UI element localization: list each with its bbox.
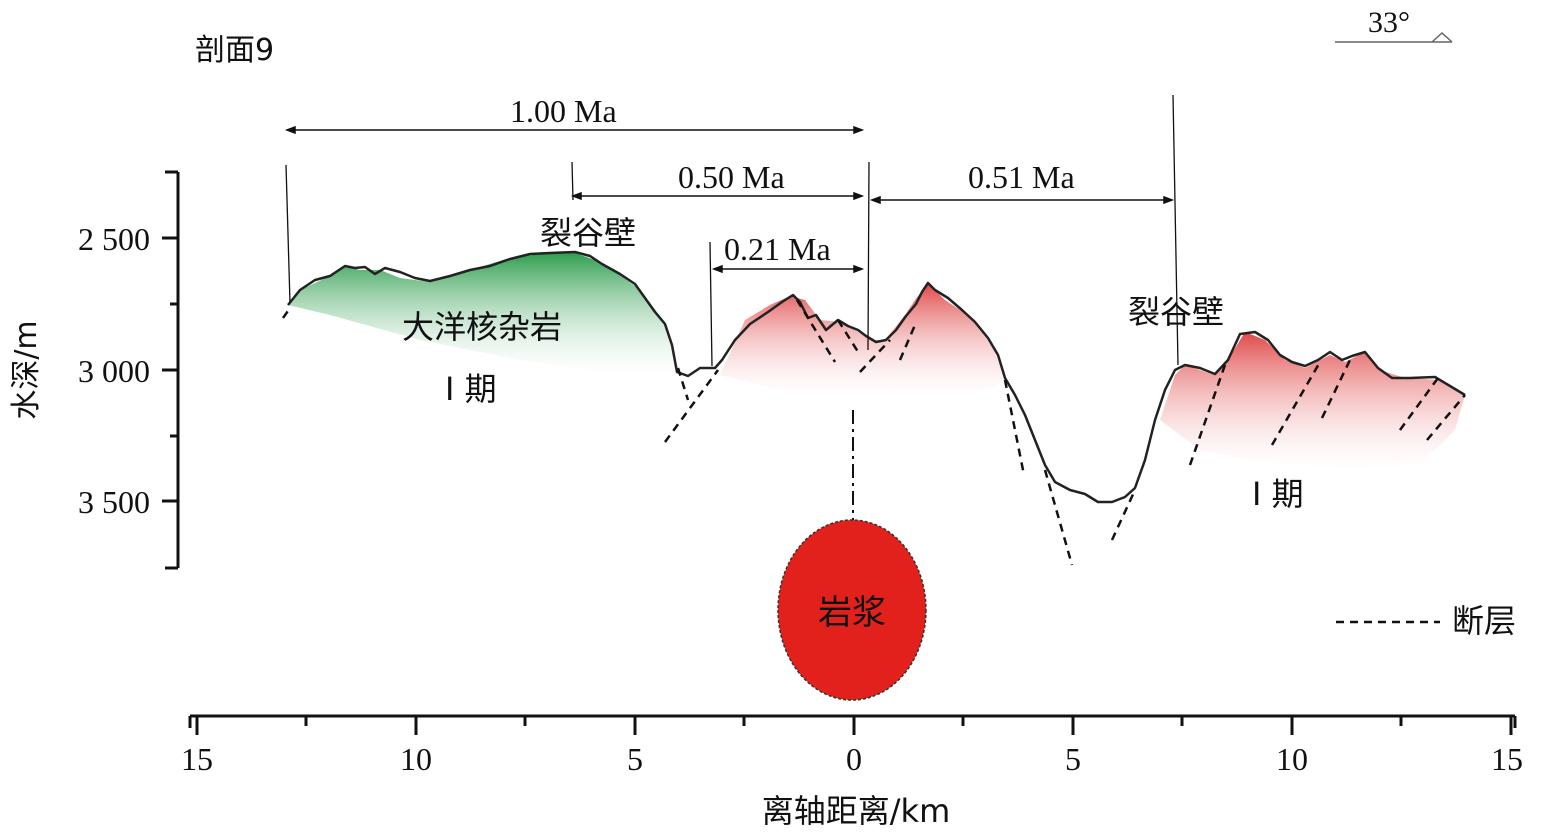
axial-volcanic-red-area	[720, 283, 1005, 397]
age-reference-lines	[285, 94, 1179, 367]
y-tick-3500: 3 500	[78, 484, 150, 520]
legend-fault-label: 断层	[1452, 602, 1516, 640]
phase-label-left: I 期	[445, 370, 497, 408]
core-complex-green-area	[288, 253, 680, 375]
age-label-0-51: 0.51 Ma	[968, 159, 1075, 195]
core-complex-label: 大洋核杂岩	[402, 308, 562, 346]
rift-wall-label-right: 裂谷壁	[1128, 293, 1224, 331]
y-tick-2500: 2 500	[78, 221, 150, 257]
age-label-0-50: 0.50 Ma	[678, 159, 785, 195]
right-flank-red-area	[1160, 332, 1465, 470]
age-span-arrows	[284, 125, 1175, 274]
slope-angle-indicator: 33°	[1335, 6, 1453, 43]
x-tick-15-left: 15	[181, 741, 213, 777]
bathymetry-profile-line	[287, 250, 1466, 504]
age-label-1-00: 1.00 Ma	[510, 93, 617, 129]
legend: 断层	[1336, 602, 1516, 640]
x-tick-0: 0	[846, 741, 862, 777]
y-axis-label: 水深/m	[9, 320, 44, 419]
y-tick-3000: 3 000	[78, 353, 150, 389]
x-tick-5-right: 5	[1065, 741, 1081, 777]
phase-label-right: I 期	[1252, 475, 1304, 513]
y-axis	[162, 170, 180, 570]
x-axis	[188, 714, 1517, 735]
age-label-0-21: 0.21 Ma	[724, 231, 831, 267]
x-tick-10-right: 10	[1276, 741, 1308, 777]
profile-title: 剖面9	[195, 33, 274, 68]
x-tick-10-left: 10	[400, 741, 432, 777]
magma-label: 岩浆	[818, 593, 886, 633]
magma-chamber	[777, 519, 927, 701]
angle-label: 33°	[1368, 6, 1410, 39]
x-axis-label: 离轴距离/km	[762, 792, 951, 830]
x-tick-5-left: 5	[627, 741, 643, 777]
x-tick-15-right: 15	[1491, 741, 1523, 777]
rift-wall-label-left: 裂谷壁	[540, 214, 636, 252]
fault-lines	[281, 299, 1466, 566]
